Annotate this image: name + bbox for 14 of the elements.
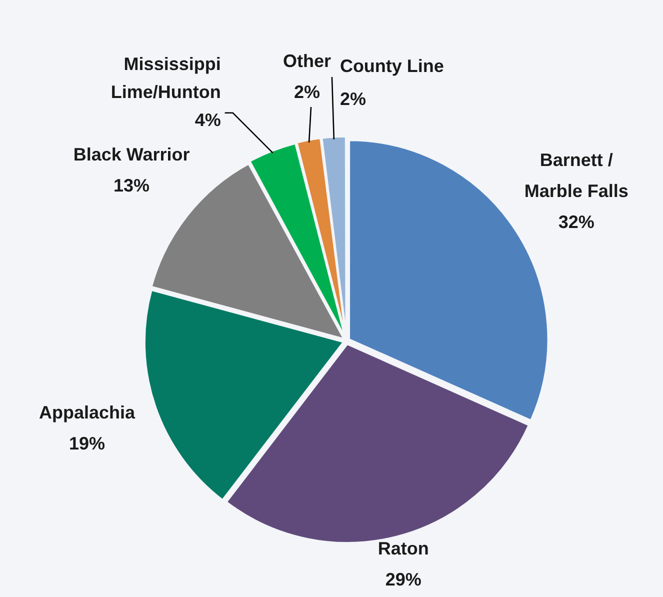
- slice-label: Other: [283, 50, 332, 71]
- data-label: 2%: [294, 82, 320, 102]
- data-label: 2%: [340, 88, 366, 109]
- slice-label: Appalachia: [38, 402, 136, 422]
- slice-label: Black Warrior: [73, 144, 190, 165]
- slice-label: Barnett / Marble Falls: [524, 150, 628, 201]
- slice-label: Raton: [378, 538, 429, 558]
- data-label: 32%: [558, 212, 594, 232]
- slice-label: Mississippi Lime/Hunton: [110, 54, 221, 102]
- data-label: 4%: [194, 110, 221, 130]
- data-label: 29%: [385, 569, 422, 590]
- data-label: 13%: [114, 176, 150, 196]
- slice-label: County Line: [340, 56, 444, 76]
- data-label: 19%: [68, 433, 105, 454]
